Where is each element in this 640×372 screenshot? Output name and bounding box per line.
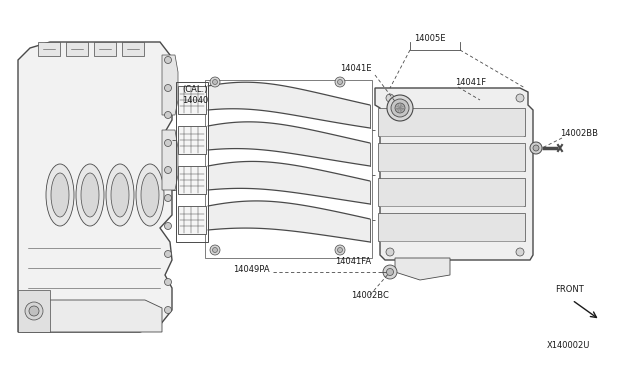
Text: 14005E: 14005E: [414, 33, 445, 42]
Circle shape: [516, 94, 524, 102]
Ellipse shape: [81, 173, 99, 217]
Polygon shape: [22, 300, 162, 332]
Circle shape: [164, 57, 172, 64]
Circle shape: [164, 250, 172, 257]
Bar: [94, 42, 116, 56]
Circle shape: [337, 80, 342, 84]
Circle shape: [533, 145, 539, 151]
Circle shape: [516, 248, 524, 256]
Circle shape: [164, 140, 172, 147]
Circle shape: [164, 84, 172, 92]
Circle shape: [25, 302, 43, 320]
Text: 14002BB: 14002BB: [560, 128, 598, 138]
Circle shape: [530, 142, 542, 154]
Bar: [178, 166, 206, 194]
Circle shape: [386, 248, 394, 256]
Bar: [178, 206, 206, 234]
Polygon shape: [395, 258, 450, 280]
Circle shape: [212, 247, 218, 253]
Circle shape: [164, 167, 172, 173]
Polygon shape: [162, 55, 178, 115]
Text: FRONT: FRONT: [555, 285, 584, 294]
Circle shape: [335, 77, 345, 87]
Text: 14002BC: 14002BC: [351, 292, 389, 301]
Polygon shape: [18, 42, 172, 332]
Text: 14049PA: 14049PA: [234, 266, 270, 275]
Circle shape: [391, 99, 409, 117]
Circle shape: [164, 307, 172, 314]
Text: 14041E: 14041E: [340, 64, 372, 73]
Circle shape: [386, 94, 394, 102]
Bar: [178, 126, 206, 154]
Text: (CAL.)
14040: (CAL.) 14040: [182, 85, 208, 105]
Circle shape: [395, 103, 405, 113]
Polygon shape: [18, 290, 50, 332]
Circle shape: [164, 195, 172, 202]
Text: 14041FA: 14041FA: [335, 257, 371, 266]
Polygon shape: [375, 88, 533, 260]
Circle shape: [212, 80, 218, 84]
Ellipse shape: [106, 164, 134, 226]
Circle shape: [387, 95, 413, 121]
Ellipse shape: [46, 164, 74, 226]
Polygon shape: [162, 130, 178, 190]
Circle shape: [383, 265, 397, 279]
Bar: [122, 42, 144, 56]
Bar: [378, 143, 525, 171]
Polygon shape: [208, 161, 370, 204]
Circle shape: [335, 245, 345, 255]
Ellipse shape: [141, 173, 159, 217]
Bar: [378, 178, 525, 206]
Text: X140002U: X140002U: [547, 340, 590, 350]
Ellipse shape: [51, 173, 69, 217]
Bar: [66, 42, 88, 56]
Ellipse shape: [136, 164, 164, 226]
Circle shape: [164, 222, 172, 230]
Polygon shape: [208, 82, 370, 128]
Circle shape: [29, 306, 39, 316]
Bar: [178, 86, 206, 114]
Polygon shape: [208, 201, 370, 242]
Circle shape: [210, 77, 220, 87]
Circle shape: [164, 279, 172, 285]
Bar: [378, 108, 525, 136]
Text: 14041F: 14041F: [455, 77, 486, 87]
Circle shape: [164, 112, 172, 119]
Polygon shape: [208, 122, 370, 166]
Ellipse shape: [76, 164, 104, 226]
Bar: [378, 213, 525, 241]
Circle shape: [387, 269, 394, 276]
Ellipse shape: [111, 173, 129, 217]
Bar: [38, 42, 60, 56]
Circle shape: [210, 245, 220, 255]
Circle shape: [337, 247, 342, 253]
